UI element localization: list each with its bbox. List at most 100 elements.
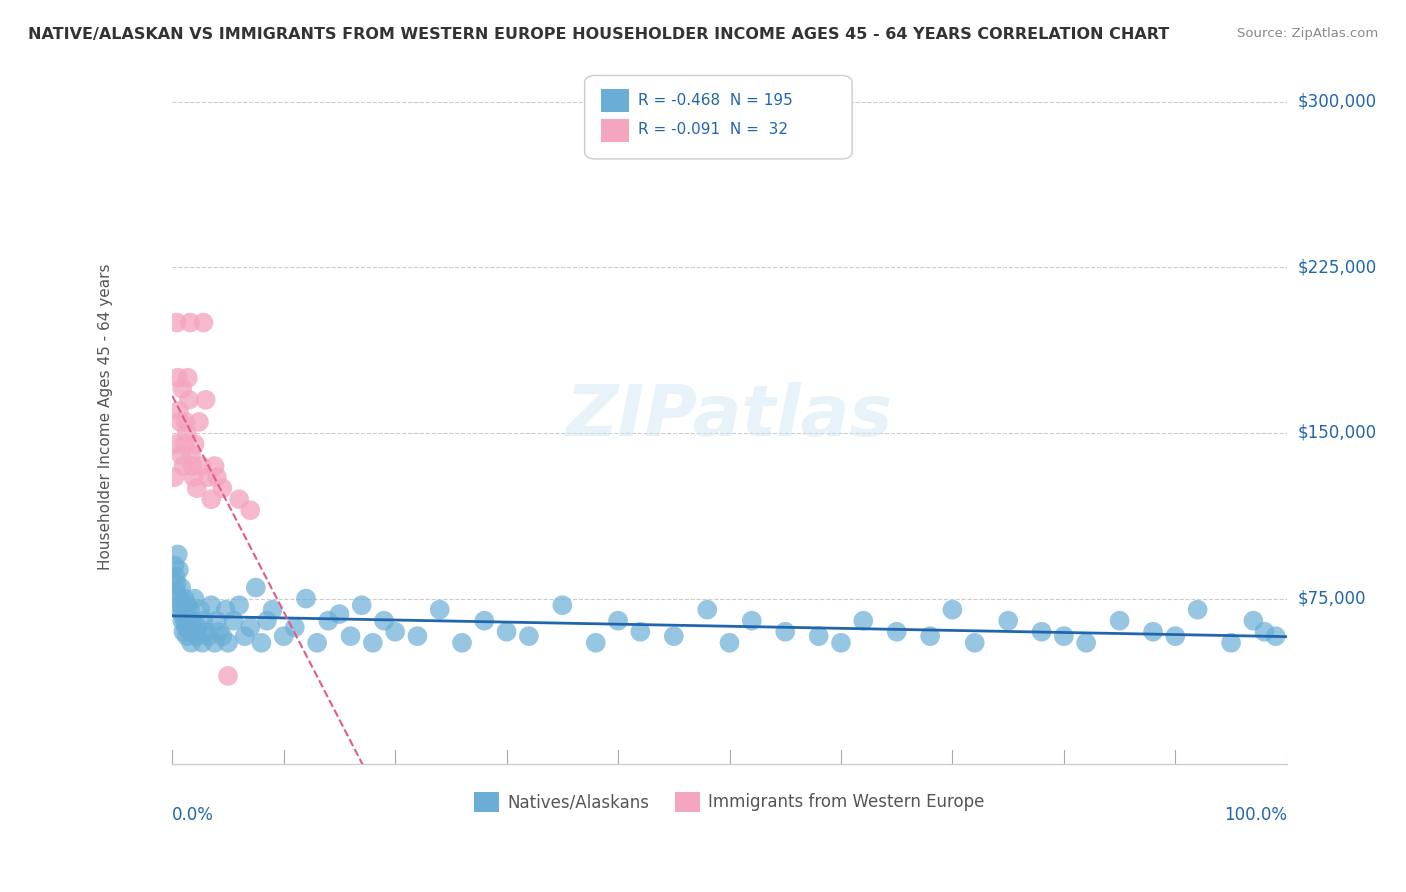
Point — [183, 437, 205, 451]
Point — [1164, 629, 1187, 643]
Point — [211, 629, 233, 643]
Point — [1220, 636, 1243, 650]
Point — [166, 576, 188, 591]
Text: $75,000: $75,000 — [1298, 590, 1367, 607]
Point — [696, 602, 718, 616]
Point — [662, 629, 685, 643]
Point — [997, 614, 1019, 628]
Point — [197, 470, 219, 484]
Point — [166, 585, 188, 599]
Point — [169, 602, 191, 616]
Point — [607, 614, 630, 628]
Point — [163, 470, 186, 484]
Point — [197, 629, 219, 643]
Text: Source: ZipAtlas.com: Source: ZipAtlas.com — [1237, 27, 1378, 40]
Point — [239, 620, 262, 634]
Point — [179, 316, 201, 330]
Point — [217, 636, 239, 650]
Point — [328, 607, 350, 621]
Point — [941, 602, 963, 616]
Point — [166, 548, 188, 562]
Point — [205, 470, 228, 484]
Point — [208, 624, 231, 639]
Point — [228, 599, 250, 613]
Point — [172, 624, 194, 639]
Point — [174, 620, 197, 634]
Point — [177, 599, 200, 613]
FancyBboxPatch shape — [585, 76, 852, 159]
Text: $225,000: $225,000 — [1298, 259, 1378, 277]
Point — [193, 614, 215, 628]
Point — [273, 629, 295, 643]
Point — [172, 614, 194, 628]
Point — [256, 614, 278, 628]
Point — [204, 636, 226, 650]
Point — [174, 602, 197, 616]
Point — [852, 614, 875, 628]
Point — [205, 614, 228, 628]
Text: Householder Income Ages 45 - 64 years: Householder Income Ages 45 - 64 years — [98, 263, 112, 570]
Point — [339, 629, 361, 643]
Point — [183, 470, 205, 484]
Point — [193, 316, 215, 330]
Point — [1053, 629, 1076, 643]
Bar — [602, 89, 630, 112]
Point — [262, 602, 284, 616]
Text: NATIVE/ALASKAN VS IMMIGRANTS FROM WESTERN EUROPE HOUSEHOLDER INCOME AGES 45 - 64: NATIVE/ALASKAN VS IMMIGRANTS FROM WESTER… — [28, 27, 1170, 42]
Point — [384, 624, 406, 639]
Bar — [602, 119, 630, 142]
Point — [1108, 614, 1130, 628]
Point — [183, 624, 205, 639]
Point — [886, 624, 908, 639]
Point — [830, 636, 852, 650]
Point — [200, 599, 222, 613]
Text: R = -0.091  N =  32: R = -0.091 N = 32 — [638, 122, 789, 137]
Point — [173, 437, 195, 451]
Point — [228, 492, 250, 507]
Point — [204, 459, 226, 474]
Point — [166, 316, 188, 330]
Text: 100.0%: 100.0% — [1223, 806, 1286, 824]
Point — [190, 459, 212, 474]
Text: $300,000: $300,000 — [1298, 93, 1376, 111]
Point — [167, 404, 190, 418]
Text: $150,000: $150,000 — [1298, 424, 1376, 442]
Point — [350, 599, 373, 613]
Point — [451, 636, 474, 650]
Text: 0.0%: 0.0% — [173, 806, 214, 824]
Point — [187, 620, 209, 634]
Point — [176, 629, 198, 643]
Point — [170, 581, 193, 595]
Point — [361, 636, 384, 650]
Point — [551, 599, 574, 613]
Point — [166, 370, 188, 384]
Point — [186, 481, 208, 495]
Point — [167, 591, 190, 606]
Legend: Natives/Alaskans, Immigrants from Western Europe: Natives/Alaskans, Immigrants from Wester… — [468, 785, 991, 819]
Point — [245, 581, 267, 595]
Point — [177, 614, 200, 628]
Point — [217, 669, 239, 683]
Point — [188, 415, 211, 429]
Point — [177, 370, 200, 384]
Point — [472, 614, 495, 628]
Point — [188, 602, 211, 616]
Point — [429, 602, 451, 616]
Point — [585, 636, 607, 650]
Point — [284, 620, 307, 634]
Point — [1187, 602, 1209, 616]
Point — [172, 599, 194, 613]
Text: R = -0.468  N = 195: R = -0.468 N = 195 — [638, 93, 793, 108]
Point — [250, 636, 273, 650]
Point — [194, 392, 217, 407]
Point — [177, 392, 200, 407]
Point — [222, 614, 245, 628]
Point — [180, 448, 202, 462]
Point — [1264, 629, 1286, 643]
Point — [172, 459, 194, 474]
Point — [316, 614, 339, 628]
Point — [170, 448, 193, 462]
Point — [194, 624, 217, 639]
Point — [170, 599, 193, 613]
Point — [165, 437, 187, 451]
